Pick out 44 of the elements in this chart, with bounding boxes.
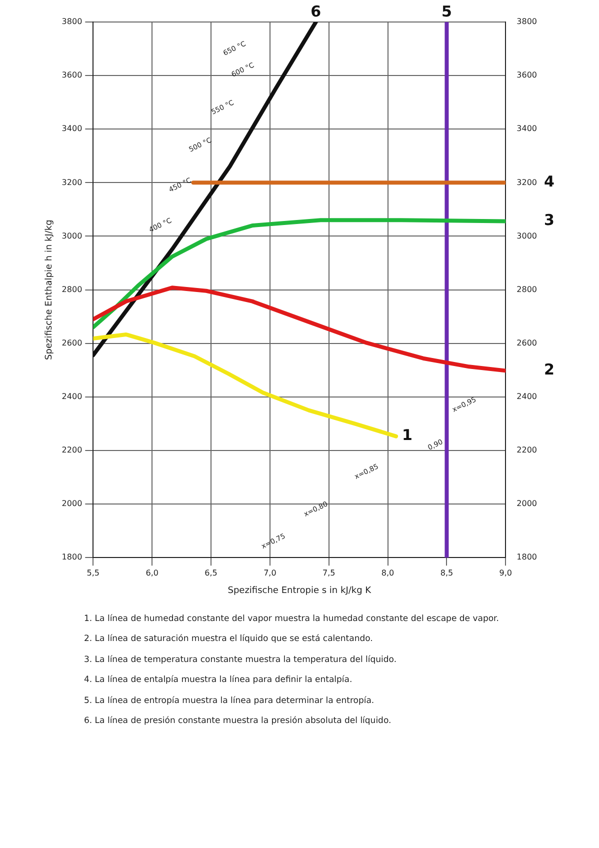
x-axis-title: Spezifische Entropie s in kJ/kg K [228,586,372,596]
x-tick-label: 6,5 [204,568,218,578]
y-tick-label: 1800 [62,552,82,562]
y-tick-label: 2800 [62,284,82,294]
y2-tick-label: 2000 [516,499,537,508]
x-tick-label: 8,5 [440,568,454,578]
text: 2. La línea de saturación muestra el líquido que se está calentando. [84,634,374,646]
y2-tick-label: 3200 [516,178,537,187]
y-tick-label: 2000 [62,499,82,508]
y-tick-label: 3200 [62,178,82,187]
y-tick-label: 2400 [62,392,82,401]
y2-tick-label: 2200 [516,446,537,455]
y-tick-label: 3600 [62,70,82,80]
text: 5. La línea de entropía muestra la línea para determinar la entropía. [84,696,376,708]
y2-tick-label: 2400 [516,392,537,401]
text: 2 [544,360,554,379]
y2-tick-label: 3600 [516,70,537,80]
y2-tick-label: 2800 [516,284,537,294]
y2-tick-label: 1800 [516,552,537,562]
y-tick-label: 2200 [62,446,82,455]
y-axis-title: Spezifische Enthalpie h in kJ/kg [44,220,55,360]
series-label: 5 [441,2,452,20]
series-label: 6 [310,2,322,20]
x-tick-label: 6,0 [146,568,158,578]
series-label: 1 [402,426,412,444]
y2-tick-label: 3000 [516,231,537,240]
x-tick-label: 8,0 [381,568,394,578]
y-tick-label: 3000 [62,231,82,240]
text: 6. La línea de presión constante muestra la presión absoluta del líquido. [84,716,392,728]
y-tick-label: 3400 [62,124,82,134]
x-tick-label: 5,5 [86,568,100,578]
x-tick-label: 7,0 [264,568,276,578]
y2-tick-label: 2600 [516,338,537,348]
text: 1. La línea de humedad constante del vapor muestra la humedad constante del escape de vapor. [84,614,500,626]
x-tick-label: 7,5 [322,568,336,578]
y2-tick-label: 3800 [516,17,537,26]
text: 3 [544,211,554,230]
y2-tick-label: 3400 [516,124,537,134]
y-tick-label: 2600 [62,338,82,348]
x-tick-label: 9,0 [499,568,512,578]
text: 3. La línea de temperatura constante muestra la temperatura del líquido. [84,654,398,666]
y-tick-label: 3800 [62,17,82,26]
text: 4 [544,172,554,191]
text: 4. La línea de entalpía muestra la línea para definir la entalpía. [84,675,354,687]
